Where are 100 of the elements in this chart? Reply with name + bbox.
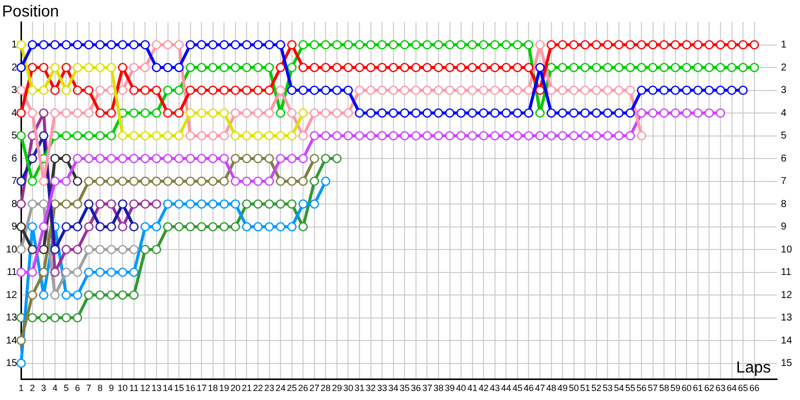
x-tick-label: 4	[52, 383, 58, 394]
point	[287, 108, 296, 118]
point	[377, 86, 387, 95]
x-tick-label: 9	[108, 383, 114, 394]
x-tick-label: 18	[208, 383, 218, 394]
point	[546, 86, 556, 95]
point	[16, 176, 26, 186]
x-tick-label: 46	[524, 383, 534, 394]
point	[411, 86, 421, 95]
point	[16, 222, 26, 232]
point	[230, 154, 240, 164]
point	[298, 222, 308, 232]
point	[140, 244, 150, 254]
x-tick-label: 13	[151, 383, 162, 394]
point	[16, 336, 26, 346]
x-tick-label: 8	[98, 383, 103, 394]
point	[39, 86, 48, 95]
point	[196, 222, 206, 232]
point	[626, 86, 635, 95]
point	[39, 313, 48, 322]
x-tick-label: 33	[377, 383, 388, 394]
point	[253, 199, 263, 209]
point	[253, 108, 263, 118]
point	[196, 199, 206, 209]
point	[230, 131, 240, 140]
y2-tick-label: 6	[780, 153, 787, 164]
point	[287, 131, 296, 140]
point	[62, 290, 71, 300]
y2-tick-label: 3	[780, 85, 787, 96]
point	[242, 222, 252, 232]
x-tick-label: 11	[129, 383, 139, 394]
point	[140, 176, 150, 186]
point	[264, 154, 274, 164]
point	[220, 199, 229, 209]
point	[152, 199, 162, 209]
point	[569, 86, 578, 95]
point	[129, 268, 139, 277]
point	[174, 222, 184, 232]
point	[84, 268, 94, 277]
point	[298, 108, 308, 118]
x-tick-label: 65	[738, 383, 748, 394]
y-tick-label: 11	[6, 267, 18, 278]
point	[28, 244, 38, 254]
point	[140, 131, 150, 140]
x-tick-label: 56	[636, 383, 647, 394]
point	[84, 222, 94, 232]
y2-tick-label: 10	[780, 244, 792, 256]
point	[253, 131, 263, 140]
point	[287, 222, 296, 232]
point	[220, 131, 229, 140]
point	[478, 86, 488, 95]
point	[129, 199, 139, 209]
point	[106, 244, 116, 254]
x-tick-label: 52	[591, 383, 602, 394]
point	[16, 244, 26, 254]
point	[456, 86, 466, 95]
point	[310, 199, 320, 209]
point	[28, 86, 38, 95]
point	[62, 313, 71, 322]
x-tick-label: 51	[580, 383, 590, 394]
point	[152, 222, 162, 232]
point	[152, 244, 162, 254]
x-tick-label: 49	[558, 383, 568, 394]
point	[174, 131, 184, 140]
point	[72, 199, 82, 209]
point	[95, 268, 105, 277]
point	[84, 244, 94, 254]
point	[208, 108, 218, 118]
point	[230, 108, 240, 118]
point	[332, 154, 342, 164]
x-tick-label: 39	[444, 383, 455, 394]
x-tick-label: 24	[276, 383, 286, 394]
point	[118, 131, 128, 140]
x-tick-label: 66	[749, 383, 760, 394]
x-tick-label: 2	[30, 383, 35, 394]
point	[28, 313, 38, 322]
point	[208, 176, 218, 186]
x-tick-label: 32	[366, 383, 376, 394]
point	[95, 86, 105, 95]
x-tick-label: 31	[354, 383, 365, 394]
point	[39, 290, 48, 300]
point	[163, 222, 172, 232]
point	[186, 176, 195, 186]
x-tick-label: 16	[185, 383, 196, 394]
point	[16, 199, 26, 209]
y2-tick-label: 13	[780, 312, 792, 324]
x-tick-label: 40	[456, 383, 466, 394]
x-tick-label: 23	[264, 383, 274, 394]
x-tick-label: 50	[568, 383, 579, 394]
x-tick-label: 36	[410, 383, 421, 394]
x-tick-label: 6	[75, 383, 80, 394]
point	[16, 86, 26, 95]
x-tick-label: 3	[41, 383, 46, 394]
point	[129, 131, 139, 140]
point	[152, 40, 162, 50]
point	[39, 268, 48, 277]
point	[332, 108, 342, 118]
point	[84, 108, 94, 118]
point	[129, 176, 139, 186]
point	[388, 86, 398, 95]
